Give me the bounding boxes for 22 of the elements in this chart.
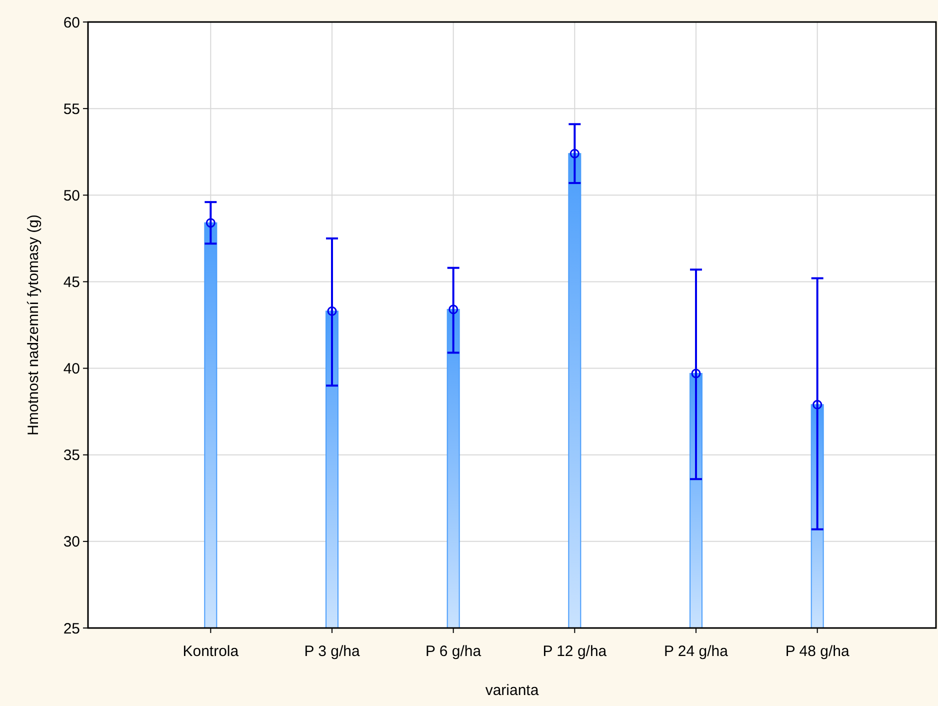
x-tick-label: P 3 g/ha <box>304 643 360 660</box>
x-axis-title: varianta <box>485 682 540 699</box>
y-tick-label: 50 <box>63 187 80 204</box>
point <box>812 400 822 410</box>
x-tick-label: P 6 g/ha <box>426 643 482 660</box>
point <box>448 304 458 314</box>
y-tick-label: 60 <box>63 14 80 32</box>
x-tick-label: P 48 g/ha <box>785 643 850 660</box>
y-tick-label: 45 <box>63 274 80 291</box>
x-tick-label: Kontrola <box>182 643 240 660</box>
x-tick-label: P 24 g/ha <box>664 643 729 660</box>
x-tick-label: P 12 g/ha <box>542 643 608 660</box>
point <box>327 306 337 316</box>
y-tick-label: 55 <box>63 100 80 118</box>
y-tick-label: 35 <box>63 447 80 464</box>
point <box>570 148 580 158</box>
y-tick-label: 25 <box>63 620 80 638</box>
point <box>206 218 216 228</box>
y-tick-label: 40 <box>63 360 80 378</box>
y-tick-label: 30 <box>63 534 80 551</box>
y-axis-title: Hmotnost nadzemní fytomasy (g) <box>25 214 42 436</box>
point <box>691 368 701 378</box>
